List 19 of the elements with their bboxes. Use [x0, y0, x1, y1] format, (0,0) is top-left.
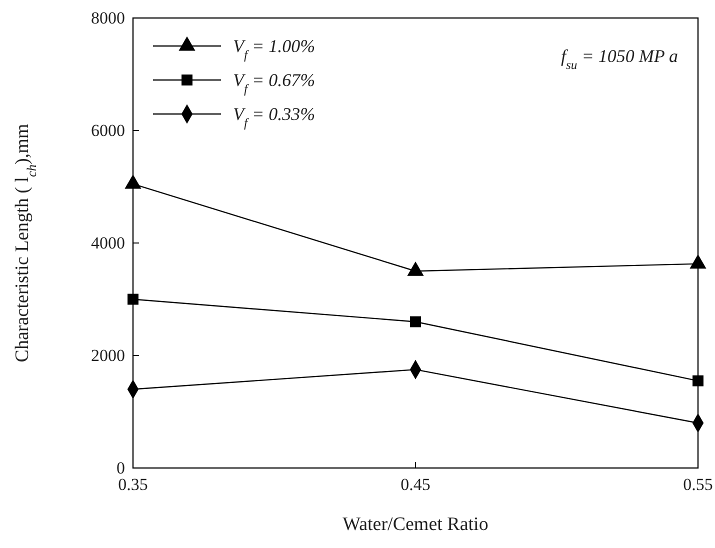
y-tick-label: 6000 [91, 120, 125, 140]
point [128, 294, 138, 305]
legend-label: V$_{f}$ = 0.67% [233, 70, 316, 96]
x-tick-label: 0.35 [118, 475, 148, 494]
point [407, 262, 424, 276]
point [692, 375, 704, 386]
point [690, 254, 706, 269]
point [124, 174, 142, 189]
y-tick-label: 4000 [91, 233, 125, 252]
legend-label: V$_{f}$ = 0.33% [233, 104, 316, 130]
x-axis-title: Water/Cemet Ratio [342, 514, 488, 535]
y-tick-label: 8000 [91, 8, 125, 28]
y-tick-label: 0 [116, 458, 125, 478]
point [410, 316, 421, 328]
x-tick-label: 0.45 [400, 475, 430, 494]
annotation: f$_{su}$ = 1050 MP a [560, 46, 678, 72]
y-tick-label: 2000 [91, 346, 125, 365]
legend-label: V$_{f}$ = 1.00% [233, 36, 316, 62]
x-tick-label: 0.55 [683, 475, 713, 494]
